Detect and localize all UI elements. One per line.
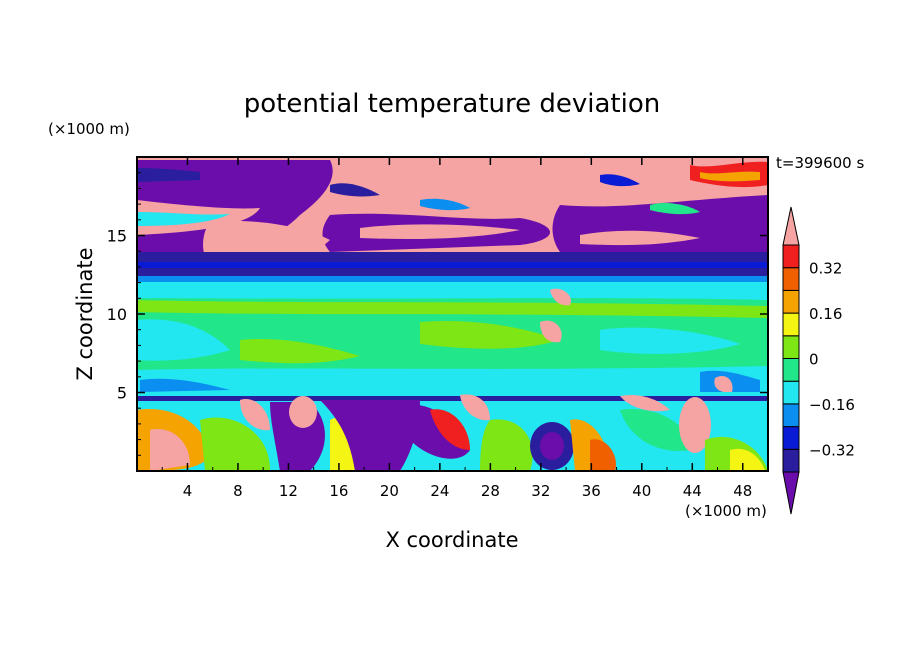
plot-area [137,157,768,471]
chart-title: potential temperature deviation [244,89,660,119]
colorbar-tick-label: −0.32 [809,441,855,459]
x-tick-label: 44 [683,482,702,500]
y-tick-label: 15 [107,227,127,246]
colorbar-box [782,448,800,473]
y-tick-label: 5 [117,384,127,403]
y-axis: 5 10 15 [107,172,768,456]
colorbar-box [782,267,800,291]
colorbar-tick-label: 0 [809,351,819,369]
colorbar: 0.32 0.16 0 −0.16 −0.32 [782,206,855,515]
x-tick-label: 32 [531,482,550,500]
x-tick-label: 8 [233,482,243,500]
upper-layer-field [137,157,768,273]
x-axis-label: X coordinate [385,528,518,552]
x-tick-label: 16 [329,482,348,500]
colorbar-box [782,312,800,337]
colorbar-box [782,335,800,359]
y-axis-label: Z coordinate [73,247,97,380]
x-tick-label: 24 [430,482,449,500]
y-unit-label: (×1000 m) [48,120,130,138]
mid-layer-field [137,282,768,393]
x-tick-label: 4 [183,482,193,500]
x-unit-label: (×1000 m) [685,502,767,520]
colorbar-low-triangle [782,471,800,515]
y-tick-label: 10 [107,305,127,324]
colorbar-box [782,244,800,269]
time-label: t=399600 s [776,154,864,172]
boundary-layer-field [137,392,768,471]
x-tick-label: 20 [380,482,399,500]
colorbar-tick-label: 0.32 [809,260,842,278]
x-tick-label: 40 [632,482,651,500]
colorbar-tick-label: −0.16 [809,396,855,414]
colorbar-box [782,289,800,314]
x-tick-label: 28 [481,482,500,500]
colorbar-box [782,380,800,405]
colorbar-box [782,358,800,382]
colorbar-box [782,426,800,450]
x-tick-label: 48 [733,482,752,500]
x-tick-label: 12 [279,482,298,500]
x-axis: 4 8 12 16 20 24 28 32 36 40 44 48 [161,157,752,500]
colorbar-tick-label: 0.16 [809,305,842,323]
colorbar-box [782,403,800,428]
x-tick-label: 36 [582,482,601,500]
colorbar-high-triangle [782,206,800,246]
